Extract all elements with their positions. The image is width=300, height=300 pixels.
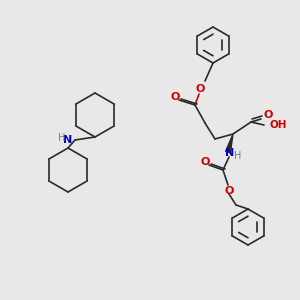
Text: O: O: [263, 110, 273, 120]
Text: O: O: [200, 157, 210, 167]
Text: H: H: [234, 151, 242, 161]
Text: N: N: [225, 148, 235, 158]
Text: O: O: [195, 84, 205, 94]
Text: H: H: [58, 133, 66, 143]
Polygon shape: [226, 134, 233, 153]
Text: O: O: [170, 92, 180, 102]
Text: O: O: [224, 186, 234, 196]
Text: OH: OH: [269, 120, 286, 130]
Text: N: N: [63, 135, 73, 145]
